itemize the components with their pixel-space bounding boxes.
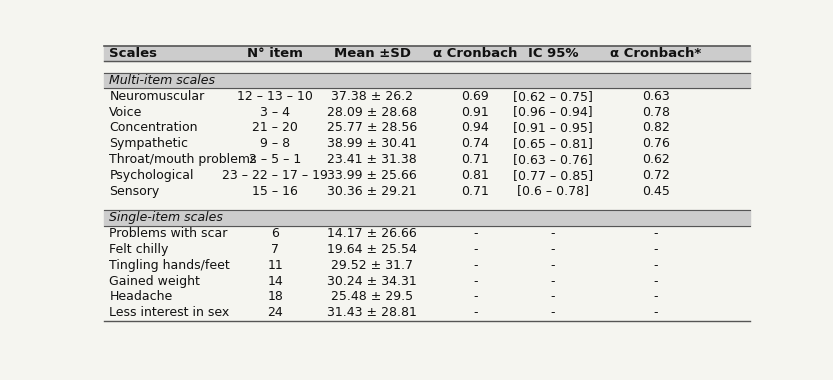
Text: 0.45: 0.45 [642,185,670,198]
Text: N° item: N° item [247,47,303,60]
Text: Psychological: Psychological [109,169,194,182]
Text: 23 – 22 – 17 – 19: 23 – 22 – 17 – 19 [222,169,328,182]
Text: 0.69: 0.69 [461,90,489,103]
Text: α Cronbach*: α Cronbach* [611,47,701,60]
Text: IC 95%: IC 95% [527,47,578,60]
Text: Tingling hands/feet: Tingling hands/feet [109,259,230,272]
Text: 0.91: 0.91 [461,106,489,119]
Text: -: - [473,275,477,288]
Text: Headache: Headache [109,290,172,304]
Text: -: - [551,306,555,319]
Text: Gained weight: Gained weight [109,275,200,288]
Text: 0.76: 0.76 [642,137,670,150]
Text: 19.64 ± 25.54: 19.64 ± 25.54 [327,243,417,256]
Text: 7: 7 [272,243,279,256]
Text: -: - [473,227,477,240]
Text: 0.71: 0.71 [461,185,489,198]
Text: -: - [654,243,658,256]
Text: -: - [654,227,658,240]
Text: 0.78: 0.78 [642,106,670,119]
Text: 23.41 ± 31.38: 23.41 ± 31.38 [327,153,416,166]
Text: -: - [654,306,658,319]
Text: -: - [654,259,658,272]
Text: Less interest in sex: Less interest in sex [109,306,230,319]
Text: 0.82: 0.82 [642,121,670,134]
Text: 14: 14 [267,275,283,288]
Text: α Cronbach: α Cronbach [433,47,517,60]
Text: Sympathetic: Sympathetic [109,137,188,150]
Text: 37.38 ± 26.2: 37.38 ± 26.2 [331,90,413,103]
Text: -: - [654,275,658,288]
Text: -: - [551,259,555,272]
Text: 29.52 ± 31.7: 29.52 ± 31.7 [331,259,413,272]
Text: Throat/mouth problems: Throat/mouth problems [109,153,257,166]
Text: Problems with scar: Problems with scar [109,227,227,240]
Text: Sensory: Sensory [109,185,160,198]
Text: -: - [551,275,555,288]
Text: Scales: Scales [109,47,157,60]
Text: 25.77 ± 28.56: 25.77 ± 28.56 [327,121,417,134]
Text: 0.63: 0.63 [642,90,670,103]
Text: 0.72: 0.72 [642,169,670,182]
Text: -: - [473,243,477,256]
Text: 6: 6 [272,227,279,240]
Text: [0.77 – 0.85]: [0.77 – 0.85] [513,169,593,182]
Text: 18: 18 [267,290,283,304]
Text: -: - [473,290,477,304]
Text: Voice: Voice [109,106,142,119]
Text: -: - [551,243,555,256]
Text: [0.6 – 0.78]: [0.6 – 0.78] [516,185,589,198]
Text: Concentration: Concentration [109,121,197,134]
Bar [104,73,750,88]
Text: 12 – 13 – 10: 12 – 13 – 10 [237,90,313,103]
Text: -: - [654,290,658,304]
Text: -: - [551,290,555,304]
Text: 30.24 ± 34.31: 30.24 ± 34.31 [327,275,416,288]
Text: [0.96 – 0.94]: [0.96 – 0.94] [513,106,592,119]
Text: 21 – 20: 21 – 20 [252,121,298,134]
Text: Felt chilly: Felt chilly [109,243,168,256]
Text: 25.48 ± 29.5: 25.48 ± 29.5 [331,290,413,304]
Text: 0.94: 0.94 [461,121,489,134]
Text: -: - [473,259,477,272]
Text: 38.99 ± 30.41: 38.99 ± 30.41 [327,137,417,150]
Text: 30.36 ± 29.21: 30.36 ± 29.21 [327,185,416,198]
Text: 31.43 ± 28.81: 31.43 ± 28.81 [327,306,417,319]
Bar [104,210,750,226]
Text: 9 – 8: 9 – 8 [260,137,290,150]
Text: 0.81: 0.81 [461,169,489,182]
Text: 3 – 4: 3 – 4 [260,106,290,119]
Text: Single-item scales: Single-item scales [109,211,223,225]
Text: 24: 24 [267,306,283,319]
Text: [0.62 – 0.75]: [0.62 – 0.75] [513,90,593,103]
Text: Mean ±SD: Mean ±SD [333,47,411,60]
Text: -: - [473,306,477,319]
Text: 28.09 ± 28.68: 28.09 ± 28.68 [327,106,417,119]
Text: [0.63 – 0.76]: [0.63 – 0.76] [513,153,592,166]
Text: -: - [551,227,555,240]
Text: 14.17 ± 26.66: 14.17 ± 26.66 [327,227,416,240]
Text: 11: 11 [267,259,283,272]
Text: [0.91 – 0.95]: [0.91 – 0.95] [513,121,592,134]
Text: 0.62: 0.62 [642,153,670,166]
Text: 0.71: 0.71 [461,153,489,166]
Text: 2 – 5 – 1: 2 – 5 – 1 [249,153,302,166]
Text: 0.74: 0.74 [461,137,489,150]
Text: Multi-item scales: Multi-item scales [109,74,215,87]
Bar [104,46,750,62]
Text: 33.99 ± 25.66: 33.99 ± 25.66 [327,169,416,182]
Text: [0.65 – 0.81]: [0.65 – 0.81] [513,137,593,150]
Text: 15 – 16: 15 – 16 [252,185,298,198]
Text: Neuromuscular: Neuromuscular [109,90,205,103]
